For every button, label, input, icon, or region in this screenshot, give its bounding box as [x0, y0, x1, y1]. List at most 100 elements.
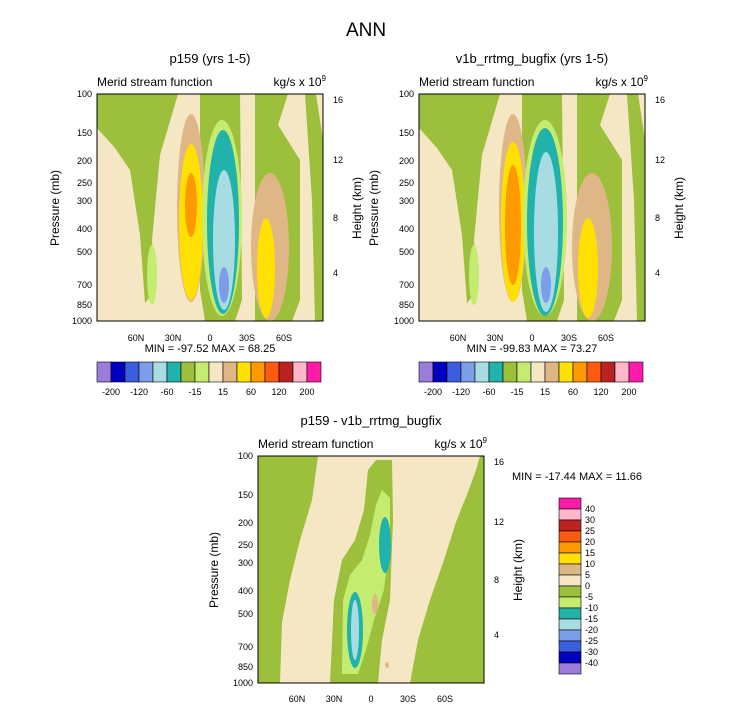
- contour-band-pos5: [385, 662, 389, 668]
- y-tick-label: 500: [238, 609, 253, 619]
- y2-tick-label: 4: [333, 268, 338, 278]
- contour-band-neg20: [351, 600, 359, 660]
- y2-tick-label: 8: [333, 213, 338, 223]
- colorbar-label: -200: [102, 387, 120, 397]
- colorbar-swatch: [96, 361, 112, 383]
- x-tick-label: 60N: [450, 333, 467, 343]
- y-tick-label: 100: [399, 89, 414, 99]
- x-tick-label: 30S: [400, 694, 416, 704]
- colorbar-swatch: [544, 361, 560, 383]
- colorbar-label: -120: [130, 387, 148, 397]
- colorbar-swatch: [250, 361, 266, 383]
- y-tick-label: 850: [77, 300, 92, 310]
- y-tick-label: 700: [238, 642, 253, 652]
- x-tick-label: 60S: [437, 694, 453, 704]
- y-tick-label: 500: [77, 247, 92, 257]
- y-tick-label: 150: [77, 128, 92, 138]
- contour-band-pos10: [578, 218, 598, 318]
- colorbar-swatch: [558, 508, 582, 521]
- colorbar-swatch: [558, 574, 582, 587]
- colorbar-swatch: [558, 618, 582, 631]
- colorbar-label: -15: [510, 387, 523, 397]
- colorbar-swatch: [558, 596, 582, 609]
- y-tick-label: 300: [238, 558, 253, 568]
- stats-label: MIN = -17.44 MAX = 11.66: [512, 471, 642, 483]
- colorbar-swatch: [558, 563, 582, 576]
- y-axis-label: Pressure (mb): [207, 532, 221, 608]
- y-tick-label: 150: [399, 128, 414, 138]
- panel-units: kg/s x 109: [596, 74, 649, 89]
- y-tick-label: 850: [399, 300, 414, 310]
- colorbar-label: -30: [585, 647, 598, 657]
- y-tick-label: 250: [399, 178, 414, 188]
- contour-band-neg5: [452, 620, 484, 683]
- contour-band-pos10: [257, 218, 275, 318]
- contour-band-neg5: [305, 94, 323, 321]
- contour-band-neg25: [219, 267, 229, 303]
- panel-units: kg/s x 109: [274, 74, 327, 89]
- contour-band-neg5: [627, 94, 645, 321]
- stats-label: MIN = -97.52 MAX = 68.25: [145, 343, 276, 355]
- colorbar-swatch: [586, 361, 602, 383]
- colorbar-swatch: [432, 361, 448, 383]
- colorbar-label: 10: [585, 559, 595, 569]
- colorbar-label: -20: [585, 625, 598, 635]
- colorbar-swatch: [614, 361, 630, 383]
- colorbar-label: -5: [585, 592, 593, 602]
- colorbar-swatch: [124, 361, 140, 383]
- y-tick-label: 100: [238, 451, 253, 461]
- figure-title: ANN: [346, 20, 386, 41]
- colorbar-label: 120: [593, 387, 608, 397]
- y2-tick-label: 16: [494, 457, 504, 467]
- colorbar-label: -25: [585, 636, 598, 646]
- contour-band-neg20: [213, 170, 235, 310]
- colorbar-top-left: -200 -120 -60 -15 15 60 120 200: [96, 361, 322, 397]
- colorbar-swatch: [558, 585, 582, 598]
- colorbar-swatch: [558, 361, 574, 383]
- x-tick-labels: 60N 30N 0 30S 60S: [450, 333, 614, 343]
- y-axis-label: Pressure (mb): [48, 170, 62, 246]
- colorbar-swatch: [558, 607, 582, 620]
- x-tick-label: 60N: [128, 333, 145, 343]
- colorbar-label: -10: [585, 603, 598, 613]
- y-tick-label: 300: [77, 196, 92, 206]
- panel-title: v1b_rrtmg_bugfix (yrs 1-5): [456, 51, 608, 66]
- x-tick-label: 0: [529, 333, 534, 343]
- y2-tick-label: 4: [655, 268, 660, 278]
- y-tick-labels: 100 150 200 250 300 400 500 700 850 1000: [394, 89, 414, 326]
- colorbar-label: -60: [482, 387, 495, 397]
- colorbar-swatch: [446, 361, 462, 383]
- y-tick-label: 400: [238, 586, 253, 596]
- colorbar-swatch: [502, 361, 518, 383]
- colorbar-swatch: [306, 361, 322, 383]
- y-tick-label: 500: [399, 247, 414, 257]
- colorbar-label: 15: [218, 387, 228, 397]
- contour-band-neg5: [147, 245, 157, 305]
- panel-title: p159 (yrs 1-5): [170, 51, 251, 66]
- x-tick-label: 0: [368, 694, 373, 704]
- colorbar-swatch: [152, 361, 168, 383]
- y2-tick-label: 8: [655, 213, 660, 223]
- colorbar-swatch: [222, 361, 238, 383]
- colorbar-swatch: [600, 361, 616, 383]
- x-tick-label: 30S: [239, 333, 255, 343]
- colorbar-swatch: [558, 530, 582, 543]
- colorbar-label: 20: [585, 537, 595, 547]
- y2-tick-label: 8: [494, 575, 499, 585]
- colorbar-swatch: [460, 361, 476, 383]
- contour-band-neg5: [410, 456, 484, 683]
- panel-subtitle: Merid stream function: [419, 75, 534, 89]
- x-tick-labels: 60N 30N 0 30S 60S: [289, 694, 453, 704]
- colorbar-label: -200: [424, 387, 442, 397]
- contour-band-neg5: [419, 94, 500, 303]
- y2-axis-label: Height (km): [350, 177, 364, 239]
- contour-band-neg15: [379, 517, 391, 573]
- panel-title: p159 - v1b_rrtmg_bugfix: [301, 413, 442, 428]
- colorbar-swatch: [292, 361, 308, 383]
- contour-band-pos5: [372, 594, 378, 614]
- panel-subtitle: Merid stream function: [258, 437, 373, 451]
- y-tick-label: 1000: [394, 316, 414, 326]
- y2-tick-label: 16: [333, 95, 343, 105]
- units-exp: 9: [322, 74, 327, 83]
